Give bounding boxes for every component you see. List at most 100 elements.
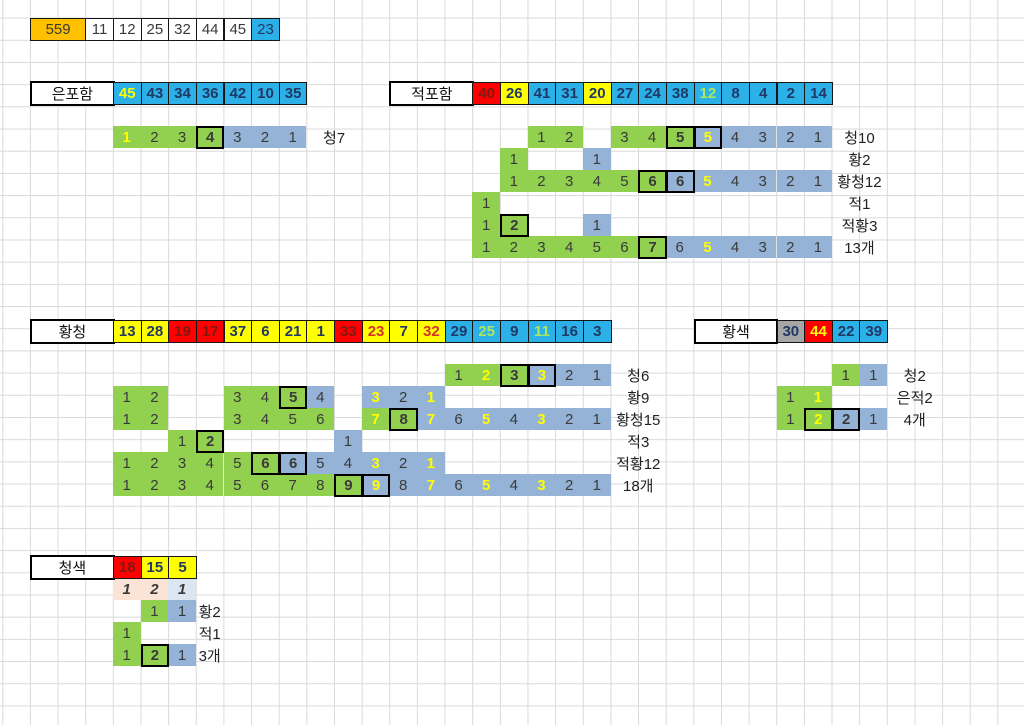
grid-cell[interactable]: 4 bbox=[721, 126, 749, 149]
grid-cell[interactable]: 1 bbox=[112, 622, 141, 645]
header-cell[interactable]: 21 bbox=[278, 320, 308, 344]
grid-cell[interactable]: 4 bbox=[195, 474, 224, 497]
grid-cell[interactable]: 1 bbox=[582, 408, 611, 431]
row-label[interactable]: 적3 bbox=[627, 433, 650, 451]
grid-cell[interactable]: 5 bbox=[665, 126, 695, 150]
grid-cell[interactable]: 8 bbox=[389, 408, 419, 432]
grid-cell[interactable]: 6 bbox=[306, 408, 335, 431]
grid-cell[interactable]: 4 bbox=[195, 452, 224, 475]
grid-cell[interactable]: 6 bbox=[665, 170, 695, 194]
grid-cell[interactable]: 6 bbox=[251, 474, 279, 497]
header-cell[interactable]: 12 bbox=[112, 18, 142, 42]
grid-cell[interactable]: 1 bbox=[168, 644, 196, 667]
grid-cell[interactable]: 1 bbox=[859, 364, 888, 387]
header-cell[interactable]: 9 bbox=[500, 320, 529, 344]
grid-cell[interactable]: 2 bbox=[776, 126, 805, 149]
header-cell[interactable]: 24 bbox=[638, 82, 667, 106]
header-cell[interactable]: 29 bbox=[444, 320, 474, 344]
grid-cell[interactable]: 4 bbox=[500, 408, 528, 431]
grid-cell[interactable]: 3 bbox=[748, 236, 777, 259]
header-cell[interactable]: 11 bbox=[527, 320, 557, 344]
row-label[interactable]: 청2 bbox=[903, 367, 926, 385]
header-cell[interactable]: 17 bbox=[195, 320, 225, 344]
grid-cell[interactable]: 3 bbox=[500, 364, 529, 388]
grid-cell[interactable]: 4 bbox=[721, 236, 749, 259]
grid-cell[interactable]: 1 bbox=[582, 148, 611, 171]
grid-cell[interactable]: 1 bbox=[168, 578, 196, 601]
grid-cell[interactable]: 2 bbox=[831, 408, 861, 432]
grid-cell[interactable]: 2 bbox=[140, 578, 169, 601]
grid-cell[interactable]: 2 bbox=[140, 408, 169, 431]
row-label[interactable]: 4개 bbox=[903, 411, 926, 429]
grid-cell[interactable]: 1 bbox=[776, 386, 805, 409]
grid-cell[interactable]: 5 bbox=[223, 474, 252, 497]
grid-cell[interactable]: 5 bbox=[693, 170, 722, 193]
grid-cell[interactable]: 3 bbox=[168, 474, 196, 497]
header-cell[interactable]: 32 bbox=[417, 320, 446, 344]
grid-cell[interactable]: 3 bbox=[527, 474, 556, 497]
row-label[interactable]: 청7 bbox=[323, 129, 346, 147]
grid-cell[interactable]: 1 bbox=[804, 170, 832, 193]
grid-cell[interactable]: 3 bbox=[527, 236, 556, 259]
header-cell[interactable]: 23 bbox=[251, 18, 280, 42]
header-cell[interactable]: 34 bbox=[168, 82, 197, 106]
grid-cell[interactable]: 2 bbox=[500, 236, 528, 259]
grid-cell[interactable]: 2 bbox=[140, 452, 169, 475]
header-cell[interactable]: 32 bbox=[168, 18, 197, 42]
row-label[interactable]: 황청12 bbox=[837, 173, 882, 191]
grid-cell[interactable]: 3 bbox=[361, 386, 390, 409]
grid-cell[interactable]: 3 bbox=[555, 170, 583, 193]
row-label[interactable]: 황9 bbox=[627, 389, 650, 407]
grid-cell[interactable]: 4 bbox=[251, 386, 279, 409]
section-label-red-group[interactable]: 적포함 bbox=[389, 81, 475, 107]
grid-cell[interactable]: 1 bbox=[112, 578, 141, 601]
grid-cell[interactable]: 6 bbox=[278, 452, 308, 476]
header-cell[interactable]: 40 bbox=[472, 82, 501, 106]
grid-cell[interactable]: 6 bbox=[665, 236, 694, 259]
header-cell[interactable]: 44 bbox=[804, 320, 833, 344]
grid-cell[interactable]: 3 bbox=[223, 386, 252, 409]
grid-cell[interactable]: 1 bbox=[831, 364, 860, 387]
grid-cell[interactable]: 2 bbox=[140, 644, 170, 668]
grid-cell[interactable]: 1 bbox=[417, 386, 445, 409]
grid-cell[interactable]: 1 bbox=[582, 214, 611, 237]
header-cell[interactable]: 3 bbox=[582, 320, 612, 344]
section-label-yellow-blue-group[interactable]: 황청 bbox=[29, 319, 115, 345]
grid-cell[interactable]: 7 bbox=[361, 408, 390, 431]
row-label[interactable]: 은적2 bbox=[896, 389, 933, 407]
grid-cell[interactable]: 2 bbox=[776, 236, 805, 259]
header-cell[interactable]: 4 bbox=[748, 82, 778, 106]
grid-cell[interactable]: 2 bbox=[527, 170, 556, 193]
header-cell[interactable]: 7 bbox=[389, 320, 419, 344]
grid-cell[interactable]: 6 bbox=[610, 236, 639, 259]
grid-cell[interactable]: 3 bbox=[361, 452, 390, 475]
grid-cell[interactable]: 4 bbox=[582, 170, 611, 193]
grid-cell[interactable]: 2 bbox=[195, 430, 225, 454]
grid-cell[interactable]: 2 bbox=[389, 452, 418, 475]
grid-cell[interactable]: 1 bbox=[112, 386, 141, 409]
grid-cell[interactable]: 9 bbox=[361, 474, 391, 498]
grid-cell[interactable]: 1 bbox=[112, 408, 141, 431]
grid-cell[interactable]: 1 bbox=[278, 126, 307, 149]
header-cell[interactable]: 23 bbox=[361, 320, 391, 344]
grid-cell[interactable]: 1 bbox=[112, 452, 141, 475]
grid-cell[interactable]: 5 bbox=[610, 170, 639, 193]
grid-cell[interactable]: 7 bbox=[278, 474, 307, 497]
header-cell[interactable]: 6 bbox=[251, 320, 280, 344]
grid-cell[interactable]: 5 bbox=[278, 386, 308, 410]
header-cell[interactable]: 25 bbox=[472, 320, 501, 344]
grid-cell[interactable]: 1 bbox=[334, 430, 362, 453]
grid-cell[interactable]: 3 bbox=[527, 408, 556, 431]
grid-cell[interactable]: 1 bbox=[140, 600, 169, 623]
grid-cell[interactable]: 4 bbox=[251, 408, 279, 431]
grid-cell[interactable]: 2 bbox=[555, 126, 583, 149]
grid-cell[interactable]: 1 bbox=[112, 644, 141, 667]
grid-cell[interactable]: 1 bbox=[804, 126, 832, 149]
header-cell[interactable]: 559 bbox=[29, 18, 87, 42]
grid-cell[interactable]: 1 bbox=[417, 452, 445, 475]
grid-cell[interactable]: 1 bbox=[168, 430, 196, 453]
grid-cell[interactable]: 2 bbox=[555, 408, 583, 431]
header-cell[interactable]: 10 bbox=[251, 82, 280, 106]
grid-cell[interactable]: 6 bbox=[444, 474, 473, 497]
